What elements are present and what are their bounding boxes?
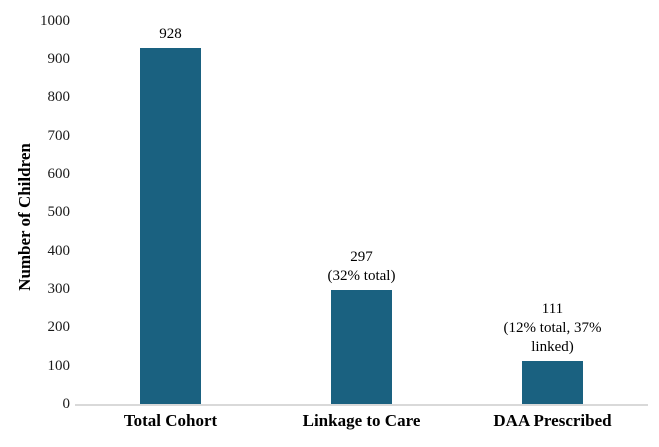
bar-linkage-to-care	[331, 290, 392, 404]
y-tick-label-600: 600	[47, 165, 71, 182]
y-tick-label-500: 500	[47, 204, 71, 221]
annotation-line: linked)	[531, 339, 574, 355]
x-category-label-total-cohort: Total Cohort	[123, 411, 218, 430]
x-axis-line	[75, 404, 648, 406]
y-tick-label-100: 100	[47, 357, 71, 374]
y-tick-label-300: 300	[47, 280, 71, 297]
y-tick-label-0: 0	[62, 396, 71, 412]
annotation-line: (32% total)	[327, 268, 396, 284]
y-tick-label-800: 800	[47, 89, 71, 106]
annotation-line: 297	[350, 249, 373, 265]
bar-daa-prescribed	[522, 361, 583, 404]
y-tick-label-900: 900	[47, 50, 71, 67]
bar-value-label-total-cohort: 928	[159, 25, 182, 44]
y-tick-label-1000: 1000	[40, 12, 70, 29]
y-tick-label-400: 400	[47, 242, 71, 259]
x-category-label-daa-prescribed: DAA Prescribed	[493, 411, 612, 430]
bar-value-label-linkage-to-care: 297 (32% total)	[328, 248, 396, 286]
y-tick-label-200: 200	[47, 319, 71, 336]
y-tick-label-700: 700	[47, 127, 71, 144]
bar-total-cohort	[140, 48, 201, 404]
annotation-line: 928	[159, 26, 182, 42]
annotation-line: (12% total, 37%	[503, 320, 602, 336]
annotation-line: 111	[541, 301, 564, 317]
x-category-label-linkage-to-care: Linkage to Care	[302, 411, 421, 430]
bar-value-label-daa-prescribed: 111 (12% total, 37% linked)	[504, 300, 602, 357]
